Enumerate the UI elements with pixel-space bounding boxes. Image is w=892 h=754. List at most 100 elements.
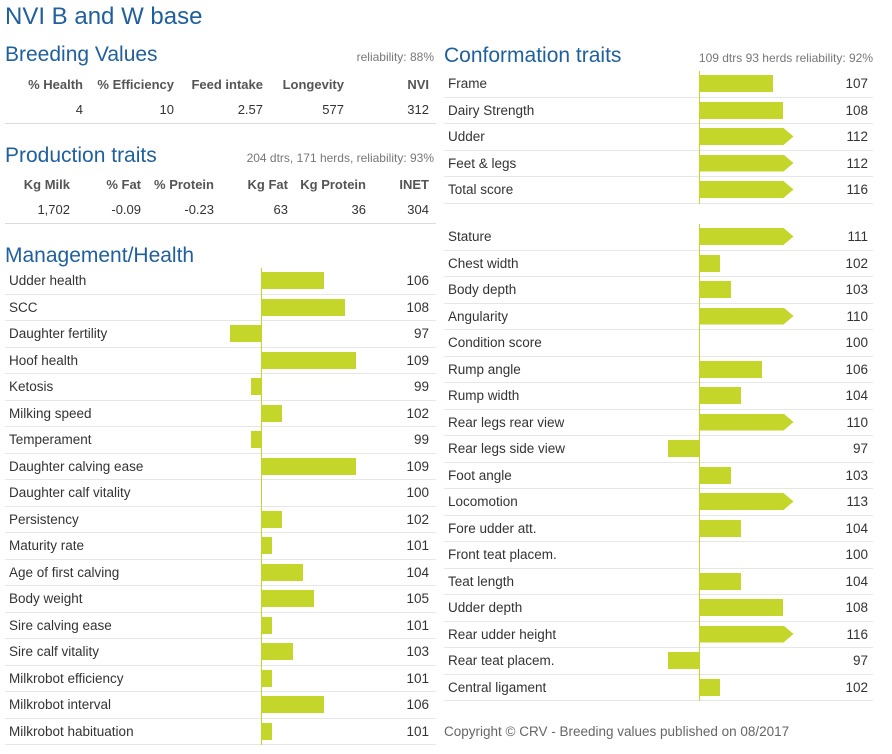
trait-value: 104 [845, 573, 868, 589]
trait-bar [261, 404, 282, 422]
trait-name: Body depth [448, 282, 517, 297]
conformation-traits-title: Conformation traits [444, 44, 622, 67]
trait-name: SCC [9, 299, 38, 315]
trait-name: Rump width [448, 388, 520, 403]
trait-row-rump-angle: Rump angle 106 [444, 357, 873, 383]
trait-value: 99 [413, 432, 429, 447]
trait-name: Udder health [9, 273, 87, 288]
value-inet: 304 [407, 202, 429, 217]
trait-row-milking-speed: Milking speed 102 [5, 401, 436, 427]
trait-value: 101 [406, 670, 429, 686]
trait-bar [229, 325, 261, 342]
trait-name: Frame [448, 76, 488, 91]
trait-name: Udder [448, 129, 485, 144]
trait-name: Rump angle [448, 361, 521, 377]
trait-bar [250, 431, 261, 448]
trait-row-udder-health: Udder health 106 [5, 268, 436, 295]
breeding-values-reliability: reliability: 88% [356, 50, 434, 64]
trait-row-udder-depth: Udder depth 108 [444, 595, 873, 622]
trait-row-body-depth: Body depth 103 [444, 277, 873, 304]
value-kg-milk: 1,702 [37, 202, 70, 217]
trait-value: 106 [845, 361, 868, 377]
trait-bar [261, 590, 314, 607]
trait-row-udder: Udder 112 [444, 124, 873, 151]
trait-bar [699, 387, 741, 404]
value-nvi: 312 [407, 102, 429, 117]
breeding-values-value-row: 4 10 2.57 577 312 [0, 102, 436, 118]
bar-baseline-axis [699, 224, 700, 701]
trait-row-feet-legs: Feet & legs 112 [444, 151, 873, 177]
trait-bar [261, 669, 272, 687]
trait-bar [261, 298, 345, 316]
trait-name: Age of first calving [9, 564, 120, 580]
header-kg-protein: Kg Protein [300, 177, 366, 192]
trait-row-hoof-health: Hoof health 109 [5, 348, 436, 374]
trait-bar [699, 626, 794, 643]
trait-value: 103 [406, 644, 429, 659]
trait-bar [699, 228, 794, 245]
trait-bar [699, 308, 794, 325]
value-feed-intake: 2.57 [237, 102, 263, 117]
trait-value: 116 [846, 626, 868, 642]
production-traits-reliability: 204 dtrs, 171 herds, reliability: 93% [246, 151, 434, 165]
copyright-footer: Copyright © CRV - Breeding values publis… [444, 724, 790, 739]
trait-bar [699, 493, 794, 510]
trait-bar [699, 599, 783, 616]
trait-value: 110 [846, 308, 868, 324]
trait-row-milkrobot-efficiency: Milkrobot efficiency 101 [5, 666, 436, 692]
trait-bar [261, 643, 293, 660]
trait-bar [250, 378, 261, 395]
header-health: % Health [28, 77, 83, 92]
trait-name: Milkrobot efficiency [9, 670, 124, 686]
trait-row-sire-calving-ease: Sire calving ease 101 [5, 613, 436, 639]
trait-name: Body weight [9, 591, 83, 606]
trait-bar [699, 572, 741, 590]
trait-row-daughter-calf-vitality: Daughter calf vitality 100 [5, 480, 436, 507]
conformation-summary-list: Frame 107 Dairy Strength 108 Udder 112 Feet & … [444, 71, 873, 204]
trait-name: Milking speed [9, 405, 92, 421]
header-feed-intake: Feed intake [191, 77, 263, 92]
header-kg-fat: Kg Fat [247, 177, 288, 192]
trait-name: Maturity rate [9, 538, 85, 553]
trait-name: Total score [448, 182, 514, 197]
trait-name: Temperament [9, 432, 92, 447]
value-health: 4 [75, 102, 83, 117]
trait-bar [261, 616, 272, 634]
trait-name: Condition score [448, 335, 542, 350]
trait-row-body-weight: Body weight 105 [5, 586, 436, 613]
trait-value: 97 [413, 326, 429, 341]
trait-bar [699, 181, 794, 198]
trait-bar [699, 519, 741, 537]
trait-bar [699, 101, 783, 119]
trait-row-teat-length: Teat length 104 [444, 569, 873, 595]
trait-name: Daughter calving ease [9, 458, 144, 474]
trait-name: Dairy Strength [448, 102, 535, 118]
trait-row-rear-legs-side-view: Rear legs side view 97 [444, 436, 873, 463]
trait-name: Rear legs rear view [448, 414, 565, 430]
trait-name: Daughter fertility [9, 326, 108, 341]
trait-bar [699, 254, 720, 272]
trait-name: Sire calving ease [9, 617, 112, 633]
value-pct-protein: -0.23 [184, 202, 214, 217]
trait-row-sire-calf-vitality: Sire calf vitality 103 [5, 639, 436, 666]
trait-row-dairy-strength: Dairy Strength 108 [444, 98, 873, 124]
trait-name: Milkrobot habituation [9, 723, 134, 739]
page-title: NVI B and W base [5, 3, 203, 30]
trait-row-frame: Frame 107 [444, 71, 873, 98]
trait-value: 102 [845, 255, 868, 271]
breeding-values-header-row: % Health % Efficiency Feed intake Longev… [0, 77, 436, 93]
trait-name: Rear legs side view [448, 441, 566, 456]
trait-bar [261, 563, 303, 581]
trait-value: 112 [846, 155, 868, 171]
trait-row-persistency: Persistency 102 [5, 507, 436, 533]
value-pct-fat: -0.09 [111, 202, 141, 217]
trait-value: 107 [845, 76, 868, 91]
conformation-detail-list: Stature 111 Chest width 102 Body depth 103 Ang… [444, 224, 873, 702]
trait-value: 97 [852, 653, 868, 668]
trait-value: 99 [413, 379, 429, 394]
trait-bar [261, 722, 272, 740]
header-nvi: NVI [407, 77, 429, 92]
header-inet: INET [399, 177, 429, 192]
trait-name: Milkrobot interval [9, 697, 112, 712]
trait-row-rear-legs-rear-view: Rear legs rear view 110 [444, 410, 873, 436]
